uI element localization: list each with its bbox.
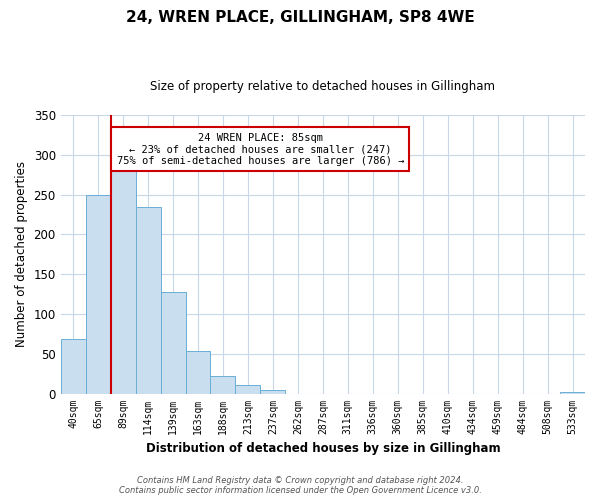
Y-axis label: Number of detached properties: Number of detached properties (15, 162, 28, 348)
Title: Size of property relative to detached houses in Gillingham: Size of property relative to detached ho… (151, 80, 496, 93)
Text: 24, WREN PLACE, GILLINGHAM, SP8 4WE: 24, WREN PLACE, GILLINGHAM, SP8 4WE (125, 10, 475, 25)
Text: 24 WREN PLACE: 85sqm
← 23% of detached houses are smaller (247)
75% of semi-deta: 24 WREN PLACE: 85sqm ← 23% of detached h… (116, 132, 404, 166)
Bar (110, 166, 136, 394)
Bar (86, 194, 110, 394)
Bar (136, 206, 161, 394)
Bar (185, 350, 211, 394)
Text: Contains HM Land Registry data © Crown copyright and database right 2024.
Contai: Contains HM Land Registry data © Crown c… (119, 476, 481, 495)
Bar (560, 392, 585, 394)
Bar (211, 376, 235, 394)
Bar (161, 292, 185, 394)
Bar (235, 385, 260, 394)
Bar (61, 338, 86, 394)
X-axis label: Distribution of detached houses by size in Gillingham: Distribution of detached houses by size … (146, 442, 500, 455)
Bar (260, 390, 286, 394)
